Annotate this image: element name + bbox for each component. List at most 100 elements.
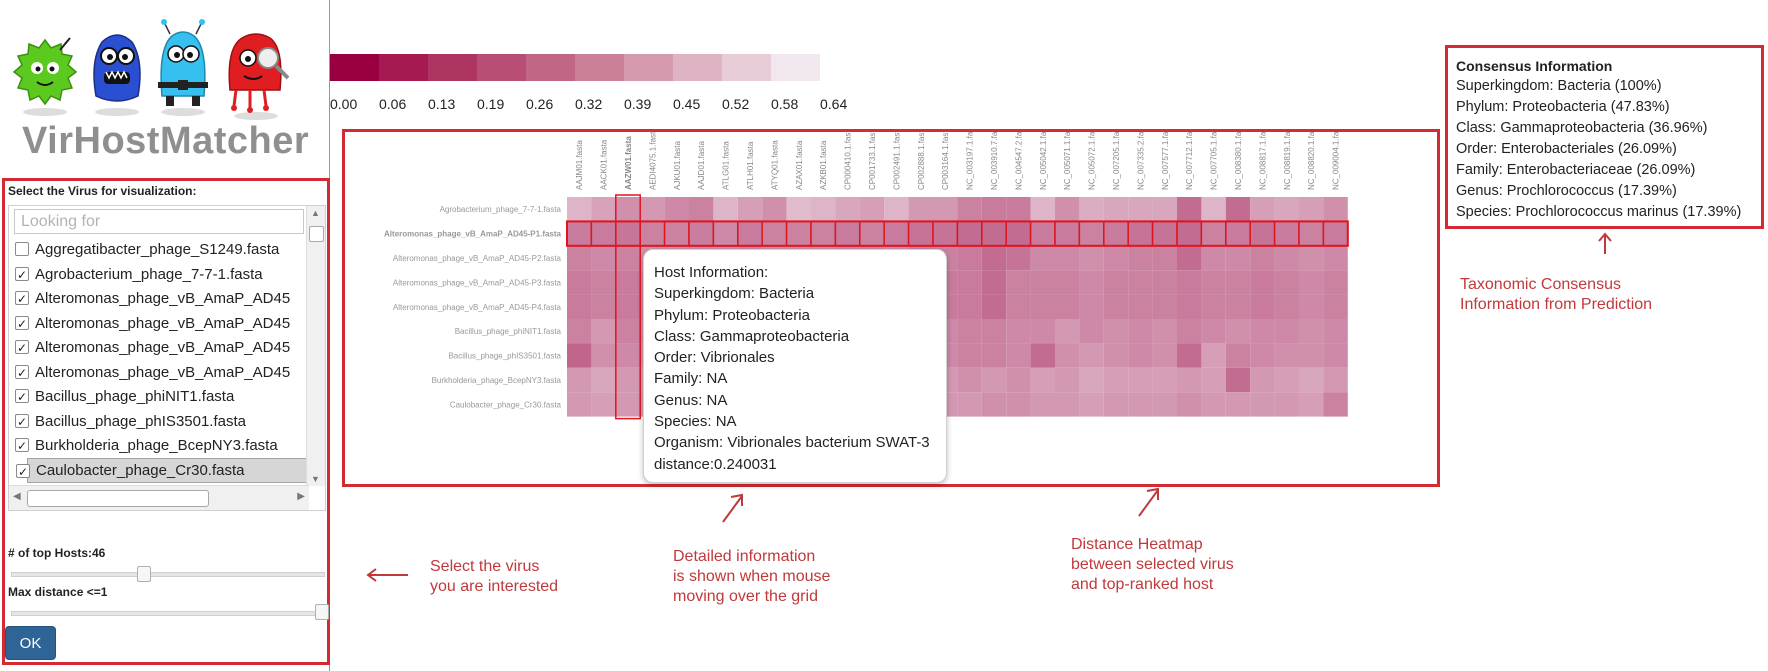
heatmap-cell[interactable] <box>1323 392 1348 417</box>
heatmap-cell[interactable] <box>1177 245 1202 271</box>
virus-list-item[interactable]: ✓ Agrobacterium_phage_7-7-1.fasta <box>9 262 309 287</box>
heatmap-cell[interactable] <box>1322 220 1349 247</box>
heatmap-cell[interactable] <box>1177 367 1202 393</box>
heatmap-cell[interactable] <box>1274 367 1299 393</box>
heatmap-cell[interactable] <box>567 270 592 295</box>
heatmap-cell[interactable] <box>1250 392 1275 417</box>
heatmap-cell[interactable] <box>591 294 616 319</box>
heatmap-cell[interactable] <box>664 197 689 222</box>
heatmap-cell[interactable] <box>1274 343 1299 368</box>
heatmap-cell[interactable] <box>1055 319 1080 344</box>
heatmap-cell[interactable] <box>1128 367 1153 393</box>
heatmap-cell[interactable] <box>1274 270 1299 295</box>
heatmap-cell[interactable] <box>1249 220 1276 247</box>
heatmap-cell[interactable] <box>1006 245 1031 271</box>
max-distance-slider-handle[interactable] <box>315 604 329 620</box>
heatmap-cell[interactable] <box>1250 343 1275 368</box>
heatmap-cell[interactable] <box>615 197 641 222</box>
scroll-left-icon[interactable]: ◀ <box>13 491 21 502</box>
heatmap-cell[interactable] <box>1079 270 1104 295</box>
scroll-right-icon[interactable]: ▶ <box>297 491 305 502</box>
heatmap-cell[interactable] <box>1128 392 1153 417</box>
heatmap-cell[interactable] <box>591 319 616 344</box>
vertical-scrollbar[interactable]: ▲ ▼ <box>306 206 325 486</box>
heatmap-cell[interactable] <box>884 197 909 222</box>
virus-list-item[interactable]: Aggregatibacter_phage_S1249.fasta <box>9 237 309 262</box>
heatmap-cell[interactable] <box>591 270 616 295</box>
heatmap-cell[interactable] <box>615 392 641 417</box>
heatmap-cell[interactable] <box>737 197 763 222</box>
heatmap-cell[interactable] <box>615 294 641 319</box>
heatmap-cell[interactable] <box>567 245 592 271</box>
heatmap-cell[interactable] <box>713 197 738 222</box>
heatmap-cell[interactable] <box>1006 343 1031 368</box>
heatmap-cell[interactable] <box>762 197 787 222</box>
heatmap-cell[interactable] <box>907 220 934 247</box>
heatmap-cell[interactable] <box>1079 392 1104 417</box>
heatmap-cell[interactable] <box>981 270 1007 295</box>
heatmap-cell[interactable] <box>908 197 933 222</box>
heatmap-cell[interactable] <box>1128 245 1153 271</box>
heatmap-cell[interactable] <box>1128 197 1153 222</box>
virus-list-item[interactable]: ✓ Bacillus_phage_phIS3501.fasta <box>9 409 309 434</box>
heatmap-cell[interactable] <box>1128 270 1153 295</box>
heatmap-cell[interactable] <box>1127 220 1154 247</box>
heatmap-cell[interactable] <box>1029 220 1056 247</box>
heatmap-cell[interactable] <box>591 367 616 393</box>
heatmap-cell[interactable] <box>1152 392 1177 417</box>
heatmap-cell[interactable] <box>1299 319 1324 344</box>
virus-checkbox[interactable]: ✓ <box>15 266 29 282</box>
heatmap-cell[interactable] <box>1176 220 1203 247</box>
heatmap-cell[interactable] <box>1201 245 1226 271</box>
scroll-up-icon[interactable]: ▲ <box>311 208 320 218</box>
heatmap-cell[interactable] <box>1323 294 1348 319</box>
heatmap-cell[interactable] <box>810 220 837 247</box>
heatmap-cell[interactable] <box>567 294 592 319</box>
heatmap-cell[interactable] <box>1151 220 1178 247</box>
heatmap-cell[interactable] <box>1201 367 1226 393</box>
heatmap-cell[interactable] <box>567 319 592 344</box>
heatmap-cell[interactable] <box>1250 270 1275 295</box>
heatmap-cell[interactable] <box>567 367 592 393</box>
heatmap-cell[interactable] <box>1201 392 1226 417</box>
heatmap-cell[interactable] <box>1030 245 1055 271</box>
vertical-scroll-thumb[interactable] <box>309 226 324 242</box>
virus-checkbox[interactable]: ✓ <box>15 315 29 331</box>
heatmap-cell[interactable] <box>1079 367 1104 393</box>
heatmap-cell[interactable] <box>957 245 982 271</box>
heatmap-cell[interactable] <box>981 245 1007 271</box>
heatmap-cell[interactable] <box>1030 197 1055 222</box>
heatmap-cell[interactable] <box>1055 294 1080 319</box>
heatmap-cell[interactable] <box>1103 367 1129 393</box>
heatmap-cell[interactable] <box>1030 367 1055 393</box>
heatmap-cell[interactable] <box>932 220 959 247</box>
heatmap-cell[interactable] <box>957 367 982 393</box>
virus-list-item[interactable]: ✓ Burkholderia_phage_BcepNY3.fasta <box>9 433 309 458</box>
heatmap-cell[interactable] <box>1299 197 1324 222</box>
heatmap-cell[interactable] <box>1323 270 1348 295</box>
heatmap-cell[interactable] <box>1274 294 1299 319</box>
heatmap-cell[interactable] <box>1201 294 1226 319</box>
virus-list-item[interactable]: ✓ Alteromonas_phage_vB_AmaP_AD45 <box>9 286 309 311</box>
heatmap-cell[interactable] <box>981 294 1007 319</box>
heatmap-cell[interactable] <box>1152 270 1177 295</box>
heatmap-cell[interactable] <box>1298 220 1325 247</box>
heatmap-cell[interactable] <box>1030 343 1055 368</box>
heatmap-cell[interactable] <box>957 343 982 368</box>
heatmap-cell[interactable] <box>1225 343 1251 368</box>
heatmap-cell[interactable] <box>1103 294 1129 319</box>
heatmap-cell[interactable] <box>1250 245 1275 271</box>
heatmap-cell[interactable] <box>1250 367 1275 393</box>
heatmap-cell[interactable] <box>1103 319 1129 344</box>
heatmap-cell[interactable] <box>1055 367 1080 393</box>
heatmap-cell[interactable] <box>1274 245 1299 271</box>
virus-checkbox[interactable]: ✓ <box>15 340 29 355</box>
heatmap-cell[interactable] <box>1103 220 1129 247</box>
heatmap-cell[interactable] <box>1103 392 1129 417</box>
heatmap-cell[interactable] <box>615 343 641 368</box>
horizontal-scrollbar[interactable]: ◀ ▶ <box>9 485 309 510</box>
heatmap-cell[interactable] <box>1201 319 1226 344</box>
heatmap-cell[interactable] <box>1030 392 1055 417</box>
heatmap-cell[interactable] <box>1152 319 1177 344</box>
heatmap-cell[interactable] <box>786 197 811 222</box>
